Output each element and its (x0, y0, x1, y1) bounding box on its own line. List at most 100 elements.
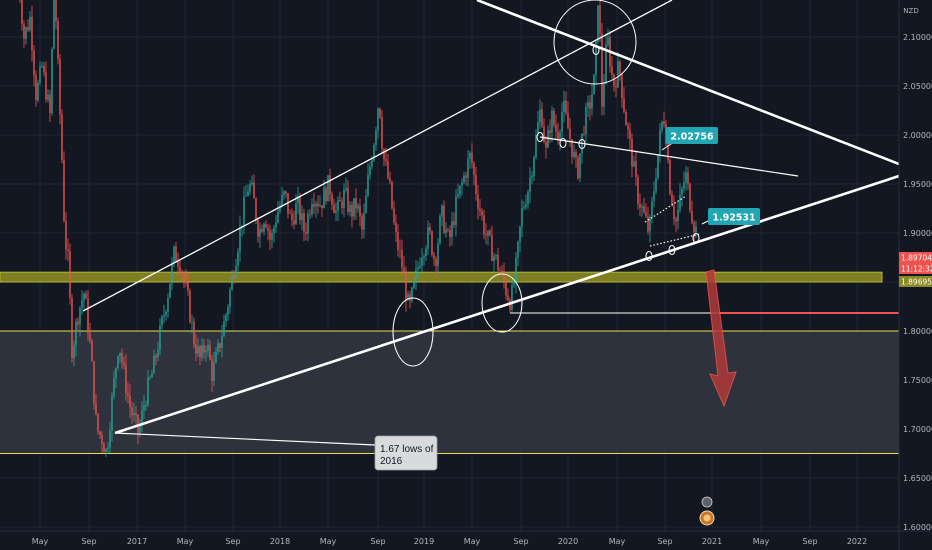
candle-body (373, 145, 375, 161)
candle-body (671, 194, 673, 206)
candle-body (617, 61, 619, 88)
candle-body (285, 191, 287, 194)
candle-body (383, 148, 385, 160)
candle-body (579, 153, 581, 179)
candle-body (557, 131, 559, 141)
candle-body (81, 300, 83, 308)
candle-body (303, 213, 305, 232)
candle-body (101, 434, 103, 444)
candle-body (59, 59, 61, 115)
candle-body (145, 404, 147, 406)
lower-descending-line (539, 136, 799, 177)
price-callout-label: 1.92531 (712, 213, 755, 224)
candle-body (295, 203, 297, 225)
candle-body (635, 161, 637, 178)
candle-body (49, 94, 51, 114)
candle-body (551, 110, 553, 133)
candle-body (213, 362, 215, 381)
candle-body (289, 213, 291, 215)
candle-body (131, 407, 133, 416)
candle-body (61, 114, 63, 161)
candle-body (663, 121, 665, 125)
candle-body (125, 364, 127, 394)
candle-body (631, 139, 633, 167)
price-tick-label: 2.00000 (903, 131, 932, 140)
touch-point-marker (578, 139, 586, 149)
candle-body (169, 283, 171, 298)
candle-body (143, 405, 145, 411)
candle-body (161, 316, 163, 326)
price-axis[interactable]: NZD 1.60000 1.65000 1.70000 1.75000 1.80000 1.… (898, 0, 932, 550)
candle-body (541, 109, 543, 127)
candle-body (585, 107, 587, 134)
candle-body (349, 205, 351, 212)
candle-body (421, 257, 423, 266)
candle-body (629, 129, 631, 140)
candle-body (661, 121, 663, 131)
candle-body (689, 183, 691, 211)
candle-body (317, 203, 319, 207)
candle-body (193, 321, 195, 345)
candle-body (619, 61, 621, 74)
price-tick-label: 1.80000 (903, 327, 932, 336)
candle-body (475, 175, 477, 195)
candle-body (533, 157, 535, 176)
candle-body (673, 205, 675, 219)
price-tick-label: 1.60000 (903, 523, 932, 532)
candle-body (655, 178, 657, 192)
candle-body (381, 117, 383, 149)
candle-body (687, 172, 689, 184)
candle-body (343, 189, 345, 209)
candle-body (337, 199, 339, 211)
news-icons[interactable] (699, 496, 715, 526)
candle-body (437, 243, 439, 267)
candle-body (31, 16, 33, 51)
candle-body (491, 235, 493, 261)
candle-body (67, 249, 69, 251)
candle-body (685, 172, 687, 183)
candle-body (659, 130, 661, 155)
time-axis[interactable]: May Sep 2017 May Sep 2018 May Sep 2019 May Sep 2020… (0, 530, 932, 546)
candle-body (353, 198, 355, 217)
candle-body (611, 66, 613, 75)
candle-body (197, 346, 199, 354)
candle-body (21, 0, 23, 24)
candle-body (507, 295, 509, 301)
touch-point-marker (536, 132, 544, 142)
candle-body (595, 42, 597, 75)
news-event-icon[interactable] (701, 496, 713, 508)
descending-resistance-line (476, 0, 899, 166)
candle-body (401, 250, 403, 268)
candle-body (369, 166, 371, 176)
candle-body (99, 431, 101, 435)
candle-body (677, 209, 679, 222)
candle-body (387, 161, 389, 178)
candle-body (261, 228, 263, 232)
candle-body (71, 298, 73, 359)
candle-body (45, 72, 47, 100)
candle-body (599, 5, 601, 34)
candle-body (547, 130, 549, 148)
candle-body (223, 321, 225, 337)
candle-body (53, 0, 55, 49)
candle-body (95, 403, 97, 414)
dotted-channel-bottom (649, 233, 701, 247)
candle-body (683, 182, 685, 189)
candle-body (459, 185, 461, 195)
candle-body (667, 144, 669, 161)
candle-body (43, 65, 45, 73)
candle-body (521, 208, 523, 227)
candle-body (393, 208, 395, 223)
candle-body (35, 75, 37, 101)
candle-body (351, 205, 353, 217)
candle-body (523, 207, 525, 209)
candle-body (89, 333, 91, 341)
candle-body (157, 350, 159, 358)
candle-body (173, 246, 175, 263)
candle-body (249, 184, 251, 192)
candle-body (379, 108, 381, 118)
candle-body (559, 132, 561, 141)
candle-body (571, 139, 573, 157)
